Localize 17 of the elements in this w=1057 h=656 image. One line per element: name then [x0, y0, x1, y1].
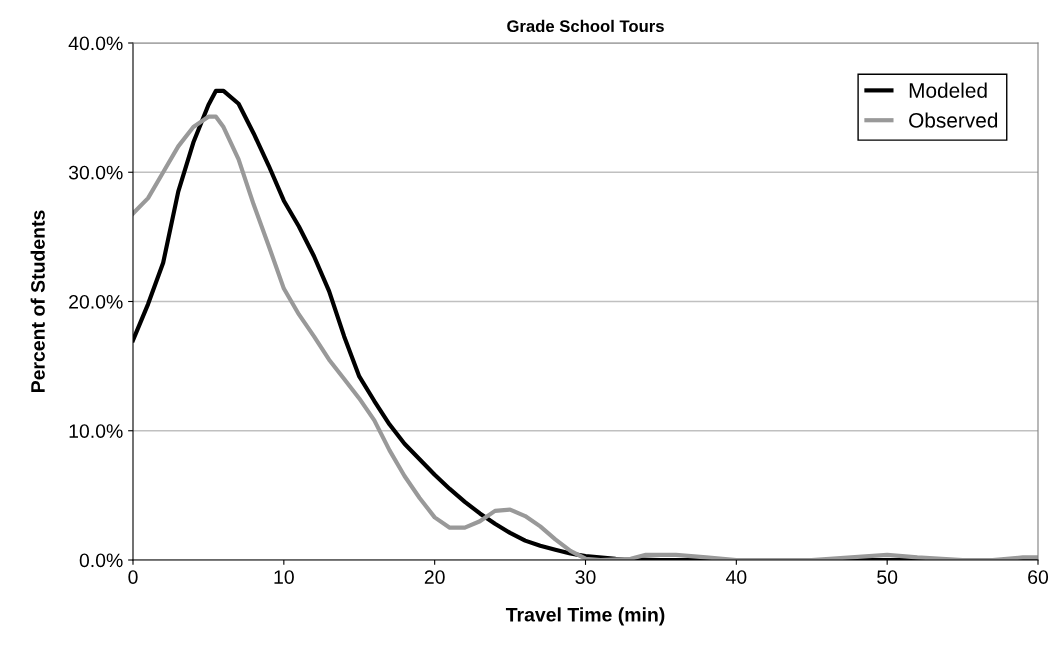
- x-tick-label: 20: [424, 570, 445, 584]
- chart-title: Grade School Tours: [507, 19, 664, 33]
- y-tick-label: 20.0%: [69, 294, 123, 309]
- x-axis-title: Travel Time (min): [505, 607, 665, 626]
- legend-label: Modeled: [909, 82, 987, 98]
- y-tick-label: 40.0%: [68, 36, 123, 51]
- y-tick-label: 10.0%: [69, 424, 123, 438]
- x-tick-label: 50: [877, 570, 898, 584]
- y-tick-label: 30.0%: [68, 165, 123, 180]
- y-tick-label: 0.0%: [79, 553, 123, 568]
- legend-label: Observed: [909, 112, 998, 128]
- x-tick-label: 40: [725, 570, 747, 584]
- x-tick-label: 60: [1028, 570, 1049, 584]
- x-tick-label: 0: [128, 570, 138, 584]
- y-axis-title: Percent of Students: [30, 210, 45, 393]
- x-tick-label: 10: [274, 570, 294, 584]
- x-tick-label: 30: [575, 570, 596, 584]
